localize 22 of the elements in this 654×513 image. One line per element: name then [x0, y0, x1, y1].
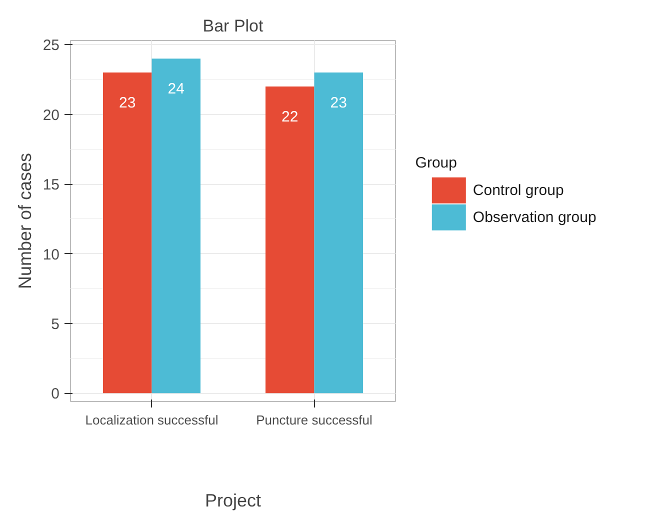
- bar: [314, 72, 363, 394]
- bar: [266, 86, 314, 394]
- legend-label: Control group: [472, 182, 564, 199]
- y-tick-label: 5: [51, 316, 60, 333]
- y-tick-label: 25: [42, 37, 60, 54]
- x-axis-title: Project: [204, 490, 262, 510]
- x-tick-label: Localization successful: [85, 412, 218, 428]
- legend-label: Observation group: [472, 208, 596, 226]
- data-label: 23: [330, 94, 347, 112]
- data-label: 22: [282, 108, 298, 126]
- data-label: 24: [168, 80, 184, 98]
- y-axis-title: Number of cases: [14, 152, 35, 290]
- y-tick-label: 20: [42, 106, 60, 124]
- bar: [152, 58, 200, 394]
- chart-title: Bar Plot: [202, 16, 264, 36]
- legend-title: Group: [415, 154, 458, 172]
- data-label: 23: [119, 94, 136, 112]
- y-tick-label: 15: [42, 176, 60, 194]
- bar: [103, 72, 152, 394]
- y-tick-label: 10: [42, 246, 60, 264]
- y-tick-label: 0: [51, 386, 60, 403]
- x-tick-label: Puncture successful: [256, 412, 373, 428]
